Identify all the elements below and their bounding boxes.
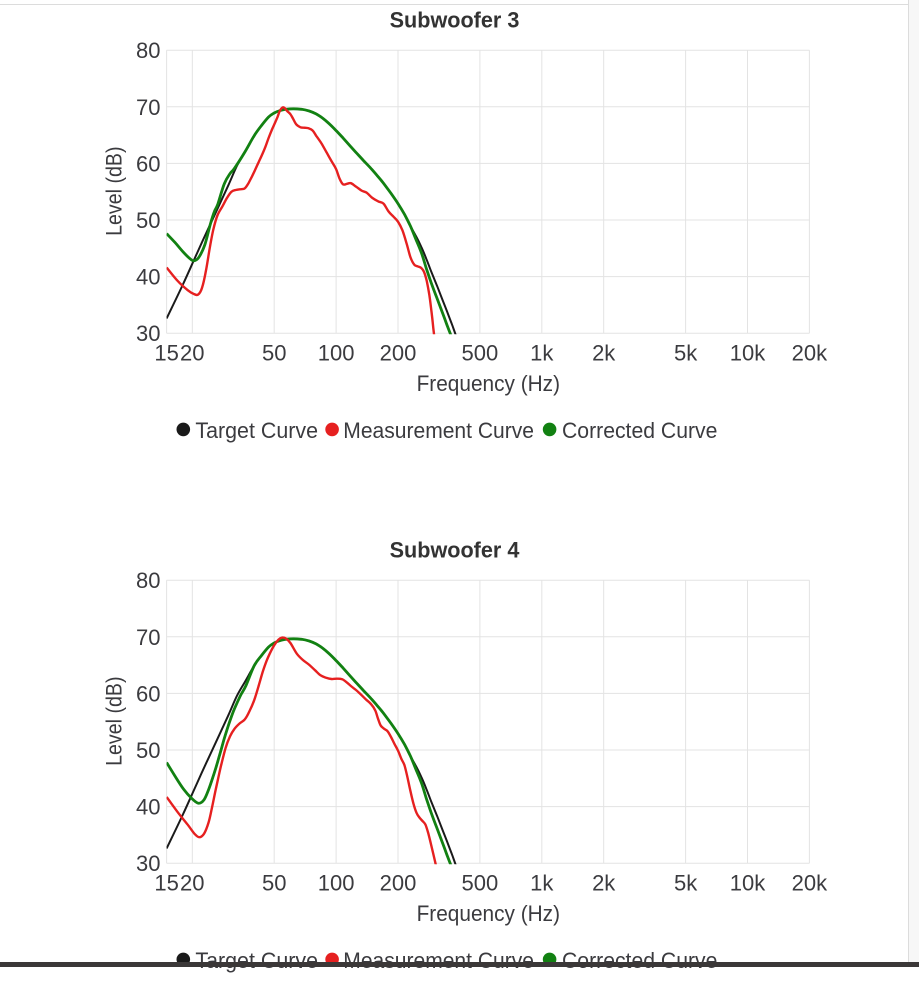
svg-text:2k: 2k	[592, 341, 616, 366]
svg-text:Corrected Curve: Corrected Curve	[562, 418, 717, 443]
svg-text:20k: 20k	[792, 871, 828, 896]
svg-text:Level (dB): Level (dB)	[102, 677, 127, 766]
svg-text:2k: 2k	[592, 871, 616, 896]
svg-text:40: 40	[136, 795, 160, 820]
svg-text:70: 70	[136, 95, 160, 120]
svg-text:30: 30	[136, 321, 160, 346]
svg-text:Subwoofer 4: Subwoofer 4	[390, 538, 520, 563]
svg-text:Subwoofer 3: Subwoofer 3	[390, 8, 520, 33]
svg-text:500: 500	[462, 871, 499, 896]
svg-text:Frequency (Hz): Frequency (Hz)	[417, 901, 560, 926]
svg-text:70: 70	[136, 625, 160, 650]
svg-text:1k: 1k	[530, 341, 554, 366]
svg-text:100: 100	[318, 341, 355, 366]
svg-text:100: 100	[318, 871, 355, 896]
svg-text:60: 60	[136, 681, 160, 706]
svg-text:80: 80	[136, 38, 160, 63]
svg-text:5k: 5k	[674, 341, 698, 366]
svg-text:15: 15	[154, 341, 178, 366]
svg-text:50: 50	[136, 738, 160, 763]
svg-text:20: 20	[180, 871, 204, 896]
svg-text:50: 50	[262, 341, 286, 366]
svg-text:30: 30	[136, 851, 160, 876]
svg-text:20: 20	[180, 341, 204, 366]
svg-text:50: 50	[262, 871, 286, 896]
svg-text:80: 80	[136, 568, 160, 593]
svg-text:200: 200	[380, 341, 417, 366]
svg-text:Target Curve: Target Curve	[195, 948, 318, 973]
svg-text:Measurement Curve: Measurement Curve	[343, 948, 534, 973]
svg-text:5k: 5k	[674, 871, 698, 896]
svg-text:Level (dB): Level (dB)	[102, 147, 127, 236]
svg-text:Target Curve: Target Curve	[195, 418, 318, 443]
svg-text:10k: 10k	[730, 341, 766, 366]
svg-text:15: 15	[154, 871, 178, 896]
svg-text:10k: 10k	[730, 871, 766, 896]
svg-text:500: 500	[462, 341, 499, 366]
svg-text:Frequency (Hz): Frequency (Hz)	[417, 371, 560, 396]
svg-text:1k: 1k	[530, 871, 554, 896]
svg-text:Corrected Curve: Corrected Curve	[562, 948, 717, 973]
svg-text:50: 50	[136, 208, 160, 233]
svg-text:200: 200	[380, 871, 417, 896]
svg-text:40: 40	[136, 265, 160, 290]
svg-text:Measurement Curve: Measurement Curve	[343, 418, 534, 443]
svg-text:20k: 20k	[792, 341, 828, 366]
svg-text:60: 60	[136, 151, 160, 176]
